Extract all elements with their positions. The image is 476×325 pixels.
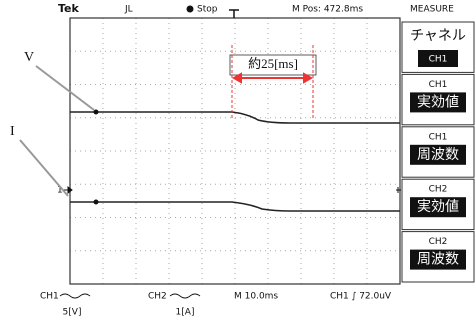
menu-heading: チャネル [410, 28, 466, 44]
position: M Pos: 472.8ms [292, 5, 363, 15]
ch2-label: CH2 [148, 292, 167, 302]
oscilloscope-screen: Tek JL Stop M Pos: 472.8ms MEASURE 1 V I… [0, 0, 476, 325]
interval-label: 約25[ms] [248, 56, 298, 71]
menu-channel: CH1 [429, 132, 448, 142]
ch2-unit: 1[A] [176, 308, 195, 318]
measure-menu: チャネル CH1 CH1 実効値 CH1 周波数 CH2 実効値 CH2 周波数 [402, 22, 474, 282]
page: Tek JL Stop M Pos: 472.8ms MEASURE 1 V I… [0, 0, 476, 325]
menu-channel: CH2 [429, 237, 448, 247]
menu-item: 実効値 [417, 199, 459, 215]
trigger-level: CH1 ∫ 72.0uV [330, 292, 392, 302]
brand: Tek [58, 2, 80, 15]
voltage-cursor [94, 110, 99, 115]
menu-channel: CH1 [429, 80, 448, 90]
current-cursor [94, 200, 99, 205]
ch1-unit: 5[V] [63, 308, 82, 318]
menu-item: 周波数 [417, 252, 459, 268]
timebase: M 10.0ms [234, 292, 278, 302]
status: Stop [197, 5, 218, 15]
menu-item: 実効値 [417, 94, 459, 110]
voltage-label: V [24, 50, 34, 65]
menu-title: MEASURE [410, 5, 454, 15]
current-label: I [10, 124, 15, 139]
menu-item: 周波数 [417, 147, 459, 163]
ch1-label: CH1 [40, 292, 59, 302]
menu-value: CH1 [429, 55, 448, 65]
trigger-mode: JL [124, 5, 133, 15]
status-dot [187, 6, 194, 13]
menu-channel: CH2 [429, 185, 448, 195]
